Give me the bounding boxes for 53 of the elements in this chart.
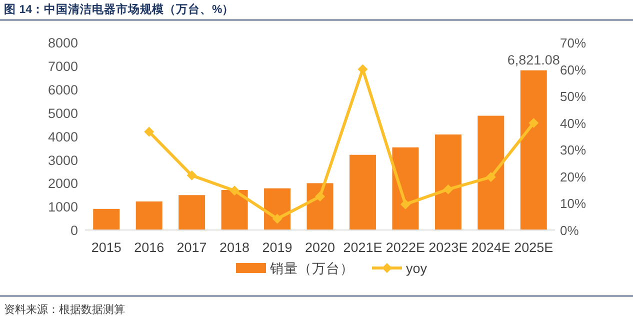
y-tick-label: 2000 <box>48 176 78 192</box>
bar <box>93 208 120 230</box>
text: 资料来源：根据数据测算 <box>4 303 125 316</box>
y2-tick-label: 20% <box>560 169 586 184</box>
bar <box>392 147 419 230</box>
point <box>315 192 325 202</box>
x-tick-label: 2023E <box>428 240 468 255</box>
x-tick-label: 2017 <box>176 240 207 255</box>
legend-label: yoy <box>406 261 428 276</box>
y2-tick-label: 40% <box>560 116 586 131</box>
point <box>186 170 197 180</box>
bar <box>136 201 162 230</box>
chart-title: 图 14：中国清洁电器市场规模（万台、%） <box>4 2 234 16</box>
bar <box>178 195 206 230</box>
y2-tick-label: 10% <box>560 196 586 212</box>
y-tick-label: 0 <box>70 223 78 238</box>
point <box>528 118 539 128</box>
data-label: 6,821.08 <box>507 52 560 68</box>
bar <box>434 134 462 230</box>
x-tick-label: 2015 <box>91 240 122 255</box>
bar <box>349 154 376 230</box>
point <box>443 184 454 194</box>
bar <box>306 183 334 230</box>
y2-tick-label: 30% <box>560 142 586 158</box>
y-tick-label: 5000 <box>48 106 78 121</box>
bar <box>221 190 248 230</box>
x-tick-label: 2024E <box>471 240 510 255</box>
bar <box>520 70 547 230</box>
y-tick-label: 3000 <box>48 152 78 168</box>
y-tick-label: 1000 <box>48 200 78 215</box>
point <box>400 199 410 210</box>
bar <box>478 116 504 230</box>
x-tick-label: 2019 <box>262 240 292 255</box>
y-tick-label: 8000 <box>48 36 78 51</box>
point <box>272 214 282 224</box>
x-tick-label: 2018 <box>220 240 250 255</box>
y2-tick-label: 50% <box>560 89 586 104</box>
y-tick-label: 4000 <box>48 129 78 144</box>
point <box>230 186 240 196</box>
x-tick-label: 2022E <box>386 240 425 255</box>
y2-tick-label: 70% <box>560 36 586 51</box>
legend-label: 销量（万台） <box>269 261 354 276</box>
y2-tick-label: 60% <box>560 62 586 78</box>
x-tick-label: 2020 <box>304 240 336 255</box>
y-tick-label: 6000 <box>48 82 78 98</box>
y-tick-label: 7000 <box>48 59 78 74</box>
x-tick-label: 2021E <box>343 240 382 255</box>
point <box>358 64 368 74</box>
y2-tick-label: 0% <box>560 223 580 238</box>
point <box>144 126 154 137</box>
x-tick-label: 2016 <box>134 240 164 255</box>
x-tick-label: 2025E <box>514 240 554 255</box>
point <box>486 172 496 182</box>
